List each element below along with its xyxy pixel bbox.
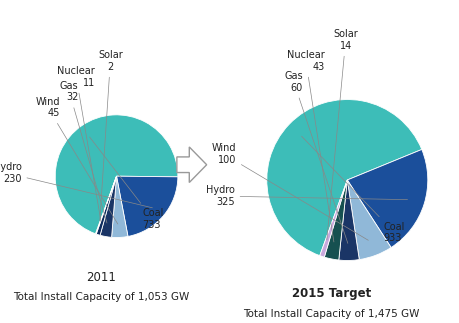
Text: Solar
2: Solar 2	[98, 50, 123, 221]
Text: Hydro
325: Hydro 325	[205, 185, 407, 207]
Wedge shape	[347, 150, 427, 247]
Wedge shape	[96, 176, 116, 235]
Wedge shape	[319, 180, 347, 257]
Wedge shape	[112, 176, 128, 237]
Wedge shape	[116, 176, 178, 236]
Text: Nuclear
43: Nuclear 43	[286, 50, 333, 242]
Text: Total Install Capacity of 1,053 GW: Total Install Capacity of 1,053 GW	[13, 292, 189, 302]
Wedge shape	[324, 180, 347, 260]
Text: Gas
32: Gas 32	[60, 81, 107, 223]
Text: Wind
45: Wind 45	[35, 97, 118, 224]
Text: Wind
100: Wind 100	[211, 143, 368, 240]
Text: Coal
933: Coal 933	[301, 136, 404, 243]
Text: 2015 Target: 2015 Target	[291, 287, 370, 300]
Text: 2011: 2011	[86, 271, 116, 284]
Wedge shape	[338, 180, 358, 260]
Text: Gas
60: Gas 60	[284, 71, 347, 243]
Text: Coal
733: Coal 733	[90, 137, 163, 230]
Text: Nuclear
11: Nuclear 11	[57, 66, 101, 222]
Text: Hydro
230: Hydro 230	[0, 162, 152, 208]
Text: Solar
14: Solar 14	[326, 29, 357, 240]
Wedge shape	[95, 176, 116, 234]
Wedge shape	[55, 115, 178, 234]
Wedge shape	[266, 99, 421, 255]
Wedge shape	[347, 180, 390, 260]
FancyArrow shape	[176, 147, 206, 182]
Text: Total Install Capacity of 1,475 GW: Total Install Capacity of 1,475 GW	[242, 308, 419, 318]
Wedge shape	[100, 176, 116, 237]
